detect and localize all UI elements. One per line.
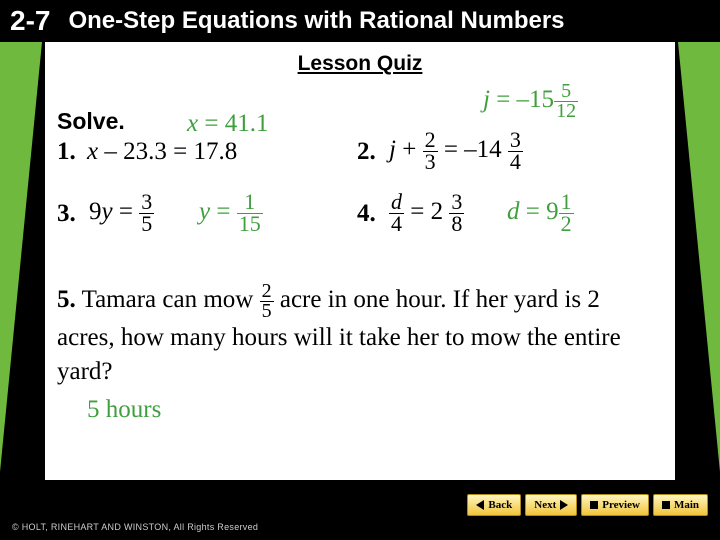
preview-button[interactable]: Preview	[581, 494, 649, 516]
solve-label: Solve.	[57, 108, 125, 135]
content-area: Lesson Quiz Solve. 1. x – 23.3 = 17.8 x …	[45, 42, 675, 480]
p4-afd: 2	[559, 214, 574, 235]
p1-ans-eq: = 41.1	[198, 110, 268, 137]
p2-var: j	[389, 136, 396, 163]
p4-eq: = 2	[404, 198, 443, 225]
p2-equation: j + 23 = –14 34	[389, 130, 523, 173]
p5-fn: 2	[260, 282, 274, 302]
p1-equation: x – 23.3 = 17.8	[87, 138, 237, 166]
header: 2-7 One-Step Equations with Rational Num…	[0, 0, 720, 42]
p2-answer: j = –15512	[483, 82, 578, 121]
quiz-title: Lesson Quiz	[57, 52, 663, 76]
p2-plus: +	[396, 136, 423, 163]
back-icon	[476, 500, 484, 510]
decor-left-triangle	[0, 42, 42, 472]
p4-ans-eq: = 9	[520, 198, 559, 225]
back-button[interactable]: Back	[467, 494, 521, 516]
lesson-title: One-Step Equations with Rational Numbers	[68, 7, 564, 35]
next-button[interactable]: Next	[525, 494, 577, 516]
next-label: Next	[534, 499, 556, 511]
p4-f1d: 4	[389, 214, 404, 235]
p3-equation: 9y = 35	[89, 192, 154, 235]
p1-rest: – 23.3 = 17.8	[98, 138, 237, 165]
p1-answer: x = 41.1	[187, 110, 268, 138]
p2-num: 2.	[357, 138, 376, 166]
p3-ans-eq: =	[210, 198, 237, 225]
main-button[interactable]: Main	[653, 494, 708, 516]
p3-num: 3.	[57, 200, 76, 228]
p2-afn: 5	[554, 82, 578, 102]
p2-f2d: 4	[508, 152, 523, 173]
p4-answer: d = 912	[507, 192, 574, 235]
p3-answer: y = 115	[199, 192, 263, 235]
p5-answer: 5 hours	[87, 393, 663, 427]
p5-t1: Tamara can mow	[82, 286, 260, 313]
p3-f1d: 5	[139, 214, 154, 235]
main-icon	[662, 501, 670, 509]
p1-var: x	[87, 138, 98, 165]
copyright-text: © HOLT, RINEHART AND WINSTON, All Rights…	[12, 522, 258, 532]
nav-bar: Back Next Preview Main	[467, 494, 708, 516]
p2-eq: = –14	[438, 136, 502, 163]
p2-f1d: 3	[423, 152, 438, 173]
next-icon	[560, 500, 568, 510]
p1-num: 1.	[57, 138, 76, 166]
preview-label: Preview	[602, 499, 640, 511]
p5-num: 5.	[57, 286, 76, 313]
p5-fd: 5	[260, 302, 274, 321]
decor-right-triangle	[678, 42, 720, 472]
p4-num: 4.	[357, 200, 376, 228]
p3-afd: 15	[237, 214, 263, 235]
p4-ans-var: d	[507, 198, 520, 225]
p2-afd: 12	[554, 102, 578, 121]
p3-eq: =	[113, 198, 140, 225]
p4-equation: d4 = 2 38	[389, 192, 464, 235]
p4-f2d: 8	[449, 214, 464, 235]
p1-ans-var: x	[187, 110, 198, 137]
back-label: Back	[488, 499, 512, 511]
slide: 2-7 One-Step Equations with Rational Num…	[0, 0, 720, 540]
p2-ans-var: j	[483, 86, 490, 113]
p2-ans-eq: = –15	[490, 86, 554, 113]
p3-var: y	[102, 198, 113, 225]
chapter-number: 2-7	[10, 5, 50, 37]
p3-ans-var: y	[199, 198, 210, 225]
preview-icon	[590, 501, 598, 509]
p5-block: 5. Tamara can mow 25 acre in one hour. I…	[57, 282, 663, 426]
p3-pre: 9	[89, 198, 102, 225]
main-label: Main	[674, 499, 699, 511]
footer: Back Next Preview Main © HOLT, RINEHART …	[0, 480, 720, 540]
